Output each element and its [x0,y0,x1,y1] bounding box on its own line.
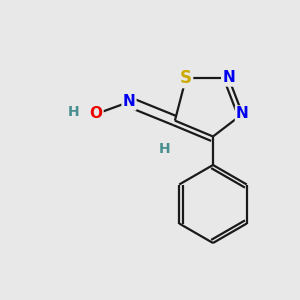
Text: S: S [180,69,192,87]
Text: N: N [236,106,249,122]
Text: H: H [68,106,79,119]
Text: N: N [222,70,235,86]
Text: H: H [159,142,170,156]
Text: N: N [123,94,135,110]
Text: O: O [89,106,103,122]
